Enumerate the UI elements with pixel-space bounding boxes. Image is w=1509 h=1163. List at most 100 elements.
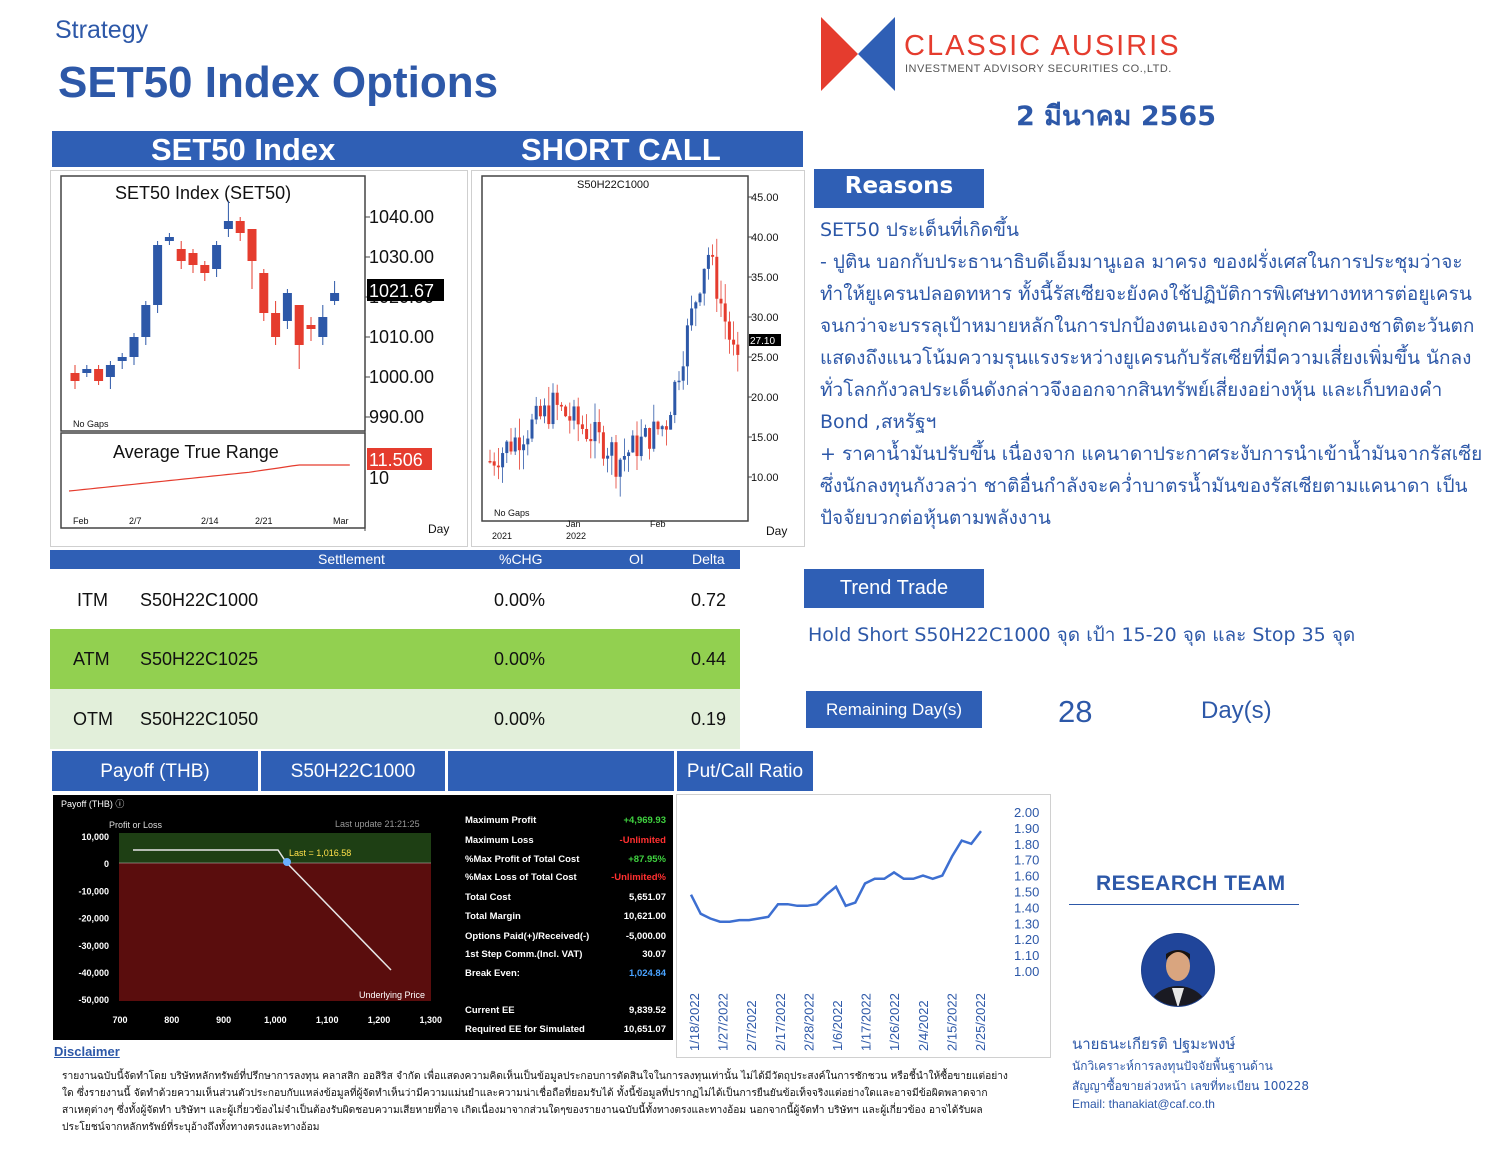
pc-x-tick: 1/27/2022 xyxy=(716,993,731,1051)
set50-y-tick: 990.00 xyxy=(369,407,424,427)
option-candle xyxy=(685,325,689,367)
option-candle xyxy=(736,344,740,355)
option-candle xyxy=(492,461,496,466)
option-candle xyxy=(631,435,635,453)
option-candle xyxy=(509,441,513,452)
option-candle xyxy=(618,459,622,477)
analyst-avatar xyxy=(1141,933,1215,1007)
payoff-y-tick: -20,000 xyxy=(78,914,109,924)
payoff-x-tick: 1,300 xyxy=(420,1015,443,1025)
row-chg: 0.00% xyxy=(494,649,546,669)
option-candle xyxy=(652,421,656,449)
remaining-days-value: 28 xyxy=(1058,694,1093,729)
set50-candle xyxy=(164,237,174,241)
set50-y-tick: 1040.00 xyxy=(369,207,434,227)
option-candle xyxy=(585,428,589,440)
option-candle xyxy=(593,422,597,442)
set50-candle xyxy=(259,273,269,313)
set50-candle xyxy=(235,221,245,233)
payoff-y-tick: -50,000 xyxy=(78,995,109,1005)
payoff-stat-value: 10,651.07 xyxy=(624,1024,666,1035)
payoff-diagram: Payoff (THB) ⓘ Profit or Loss Last updat… xyxy=(61,799,667,1035)
pc-x-tick: 2/25/2022 xyxy=(973,993,988,1051)
option-candle xyxy=(496,465,500,468)
option-candle xyxy=(727,321,731,340)
payoff-stat-value: 5,651.07 xyxy=(629,892,666,903)
pc-y-tick: 1.00 xyxy=(1014,964,1039,979)
col-settlement: Settlement xyxy=(318,551,385,567)
atr-line xyxy=(68,464,350,492)
payoff-stat-label: Break Even: xyxy=(465,968,520,979)
set50-chart-title: SET50 Index (SET50) xyxy=(115,183,291,203)
col-delta: Delta xyxy=(692,551,725,567)
set50-price-tag xyxy=(367,279,444,301)
company-name: CLASSIC AUSIRIS xyxy=(904,30,1181,62)
analyst-email[interactable]: Email: thanakiat@caf.co.th xyxy=(1072,1097,1215,1111)
remaining-days-unit: Day(s) xyxy=(1201,697,1272,724)
option-candle xyxy=(538,405,542,417)
set50-chart-panel: SET50 Index (SET50) No Gaps Average True… xyxy=(50,170,468,547)
option-chart-panel: S50H22C1000 No Gaps 45.00 40.00 35.00 30.00… xyxy=(471,170,805,547)
reasons-label: Reasons xyxy=(814,169,984,208)
set50-y-tick: 1000.00 xyxy=(369,367,434,387)
put-call-chart-panel: 2.00 1.90 1.80 1.70 1.60 1.50 1.40 1.30 1.20 1.10… xyxy=(676,794,1051,1058)
option-candle xyxy=(580,424,584,429)
payoff-stat-label: Total Cost xyxy=(465,892,512,903)
option-candle xyxy=(622,455,626,460)
set50-candle xyxy=(153,245,163,305)
set50-candle xyxy=(247,229,257,261)
option-candle xyxy=(513,437,517,452)
option-candle xyxy=(690,308,694,326)
option-candle xyxy=(723,303,727,322)
option-y-tick: 15.00 xyxy=(751,432,779,444)
option-candle xyxy=(656,421,660,430)
options-table-header: Settlement %CHG OI Delta xyxy=(50,550,740,569)
row-series: S50H22C1050 xyxy=(140,709,259,729)
payoff-x-tick: 1,000 xyxy=(264,1015,287,1025)
option-candlestick-chart: S50H22C1000 No Gaps 45.00 40.00 35.00 30.00… xyxy=(481,175,787,541)
payoff-stat-label: Maximum Loss xyxy=(465,835,534,846)
option-candle xyxy=(660,426,664,430)
row-delta: 0.44 xyxy=(691,649,727,669)
reasons-text: SET50 ประเด็นที่เกิดขึ้น - ปูติน บอกกับป… xyxy=(820,219,1483,529)
payoff-line xyxy=(133,849,392,971)
option-candle xyxy=(648,428,652,449)
set50-x-tick: Feb xyxy=(73,516,89,526)
row-series: S50H22C1000 xyxy=(140,590,259,610)
analyst-role: นักวิเคราะห์การลงทุนปัจจัยพื้นฐานด้าน xyxy=(1072,1059,1273,1073)
option-chart-title: S50H22C1000 xyxy=(577,179,649,191)
pc-y-tick: 1.10 xyxy=(1014,948,1039,963)
row-type: ATM xyxy=(73,649,110,669)
payoff-stat-value: 10,621.00 xyxy=(624,911,666,922)
pc-x-tick: 2/4/2022 xyxy=(916,1000,931,1051)
analyst-license: สัญญาซื้อขายล่วงหน้า เลขที่ทะเบียน 10022… xyxy=(1072,1079,1309,1093)
option-x-tick: Jan xyxy=(566,519,581,529)
set50-candle xyxy=(82,369,92,373)
table-row-itm: ITM S50H22C1000 0.00% 0.72 xyxy=(50,570,740,630)
set50-candle xyxy=(306,325,316,329)
payoff-stat-label: Options Paid(+)/Received(-) xyxy=(465,931,589,942)
set50-candle xyxy=(200,265,210,273)
option-candle xyxy=(698,293,702,303)
option-gaps-label: No Gaps xyxy=(494,508,530,518)
option-y-tick: 25.00 xyxy=(751,352,779,364)
payoff-stat-value: 1,024.84 xyxy=(629,968,667,979)
option-candle xyxy=(551,392,555,425)
short-call-heading: SHORT CALL xyxy=(521,132,721,167)
option-y-tick: 40.00 xyxy=(751,232,779,244)
section-header-bar: SET50 Index SHORT CALL xyxy=(52,131,803,167)
option-price-label: 27.10 xyxy=(750,336,775,347)
set50-candle xyxy=(188,253,198,265)
set50-candle xyxy=(94,369,104,381)
pc-x-tick: 1/18/2022 xyxy=(687,993,702,1051)
page-title: SET50 Index Options xyxy=(58,58,499,107)
disclaimer-label: Disclaimer xyxy=(54,1044,120,1059)
set50-candle xyxy=(318,317,328,337)
option-candle xyxy=(610,442,614,456)
row-delta: 0.72 xyxy=(691,590,727,610)
pc-y-tick: 1.80 xyxy=(1014,837,1039,852)
option-candle xyxy=(664,426,668,430)
atr-value-tag xyxy=(367,448,432,470)
pc-x-tick: 2/28/2022 xyxy=(801,993,816,1051)
option-candle xyxy=(564,406,568,417)
